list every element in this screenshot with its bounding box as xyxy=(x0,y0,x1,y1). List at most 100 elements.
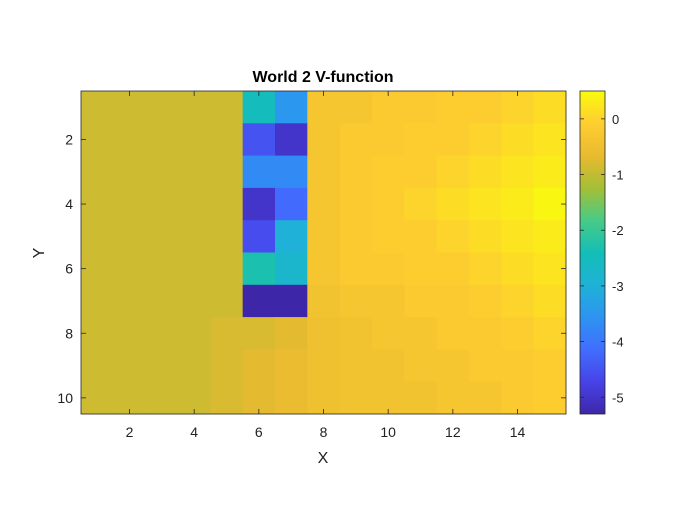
heatmap-cell xyxy=(145,284,179,318)
heatmap-cell xyxy=(372,317,405,350)
heatmap-cell xyxy=(501,284,535,318)
y-tick-label: 8 xyxy=(65,325,73,341)
heatmap-cell xyxy=(145,349,179,383)
heatmap-cell xyxy=(339,155,373,189)
x-tick-label: 2 xyxy=(126,424,134,440)
heatmap-cell xyxy=(339,91,373,124)
heatmap-cell xyxy=(436,252,470,286)
heatmap-cell xyxy=(501,91,535,124)
heatmap-cell xyxy=(178,91,211,124)
y-tick-label: 2 xyxy=(65,131,73,147)
heatmap-cell xyxy=(404,284,438,318)
heatmap-cell xyxy=(210,155,244,189)
heatmap-cell xyxy=(275,155,308,189)
heatmap-cell xyxy=(81,91,114,124)
heatmap-cell xyxy=(275,349,308,383)
heatmap-cell xyxy=(275,91,308,124)
heatmap-cell xyxy=(210,123,244,156)
heatmap-cell xyxy=(469,381,502,415)
heatmap-cell xyxy=(210,284,244,318)
heatmap-cell xyxy=(372,187,405,221)
y-tick-label: 10 xyxy=(57,390,73,406)
heatmap-cell xyxy=(145,187,179,221)
heatmap-cell xyxy=(81,317,114,350)
x-axis-ticks: 2 4 6 8 10 12 14 xyxy=(126,91,525,440)
y-tick-label: 6 xyxy=(65,261,73,277)
heatmap-cell xyxy=(307,349,341,383)
heatmap-cell xyxy=(307,317,341,350)
heatmap-cell xyxy=(178,349,211,383)
colorbar xyxy=(579,90,606,415)
heatmap-cell xyxy=(210,252,244,286)
heatmap-cell xyxy=(113,349,147,383)
heatmap-cell xyxy=(372,252,405,286)
heatmap-cell xyxy=(81,123,114,156)
heatmap-cell xyxy=(307,123,341,156)
heatmap-cell xyxy=(533,123,567,156)
heatmap-cell xyxy=(372,220,405,253)
heatmap-cell xyxy=(178,284,211,318)
heatmap-cell xyxy=(275,187,308,221)
heatmap-cell xyxy=(307,155,341,189)
x-tick-label: 12 xyxy=(445,424,461,440)
heatmap-cell xyxy=(469,220,502,253)
heatmap-cell xyxy=(178,123,211,156)
heatmap-cell xyxy=(275,284,308,318)
heatmap-cell xyxy=(81,284,114,318)
heatmap-cell xyxy=(145,123,179,156)
heatmap-cell xyxy=(242,91,276,124)
heatmap-cell xyxy=(469,317,502,350)
heatmap-cell xyxy=(372,91,405,124)
heatmap-cell xyxy=(501,123,535,156)
heatmap-cell xyxy=(210,317,244,350)
heatmap-cell xyxy=(339,284,373,318)
heatmap-cell xyxy=(436,91,470,124)
heatmap-cell xyxy=(533,220,567,253)
heatmap-cell xyxy=(372,284,405,318)
heatmap-cell xyxy=(469,252,502,286)
heatmap-cell xyxy=(81,349,114,383)
heatmap-cell xyxy=(469,91,502,124)
heatmap-cell xyxy=(81,187,114,221)
heatmap-cell xyxy=(533,187,567,221)
heatmap-cell xyxy=(501,155,535,189)
heatmap-cell xyxy=(533,317,567,350)
heatmap-cell xyxy=(242,155,276,189)
heatmap-cell xyxy=(145,381,179,415)
heatmap-cell xyxy=(81,252,114,286)
heatmap-cell xyxy=(436,349,470,383)
heatmap-cell xyxy=(178,155,211,189)
heatmap-cell xyxy=(404,91,438,124)
heatmap-cell xyxy=(145,155,179,189)
heatmap-cell xyxy=(339,252,373,286)
heatmap-cell xyxy=(307,187,341,221)
heatmap-cell xyxy=(242,349,276,383)
colorbar-tick-label: -5 xyxy=(612,390,624,405)
colorbar-tick-label: -1 xyxy=(612,168,624,183)
heatmap-cell xyxy=(307,381,341,415)
heatmap-cell xyxy=(501,381,535,415)
heatmap-cell xyxy=(533,349,567,383)
colorbar-tick-label: -3 xyxy=(612,279,624,294)
heatmap-cells xyxy=(81,91,567,415)
heatmap-cell xyxy=(113,123,147,156)
heatmap-cell xyxy=(372,155,405,189)
heatmap-cell xyxy=(404,381,438,415)
heatmap-cell xyxy=(242,381,276,415)
heatmap-cell xyxy=(210,220,244,253)
heatmap-cell xyxy=(501,187,535,221)
heatmap-cell xyxy=(113,317,147,350)
heatmap-cell xyxy=(307,220,341,253)
heatmap-cell xyxy=(307,252,341,286)
heatmap-cell xyxy=(242,284,276,318)
heatmap-cell xyxy=(113,187,147,221)
heatmap-cell xyxy=(307,284,341,318)
y-tick-label: 4 xyxy=(65,196,73,212)
heatmap-cell xyxy=(339,220,373,253)
heatmap-cell xyxy=(275,123,308,156)
heatmap-cell xyxy=(404,252,438,286)
heatmap-cell xyxy=(533,91,567,124)
x-axis-label: X xyxy=(318,450,329,467)
heatmap-cell xyxy=(372,381,405,415)
heatmap-cell xyxy=(404,317,438,350)
